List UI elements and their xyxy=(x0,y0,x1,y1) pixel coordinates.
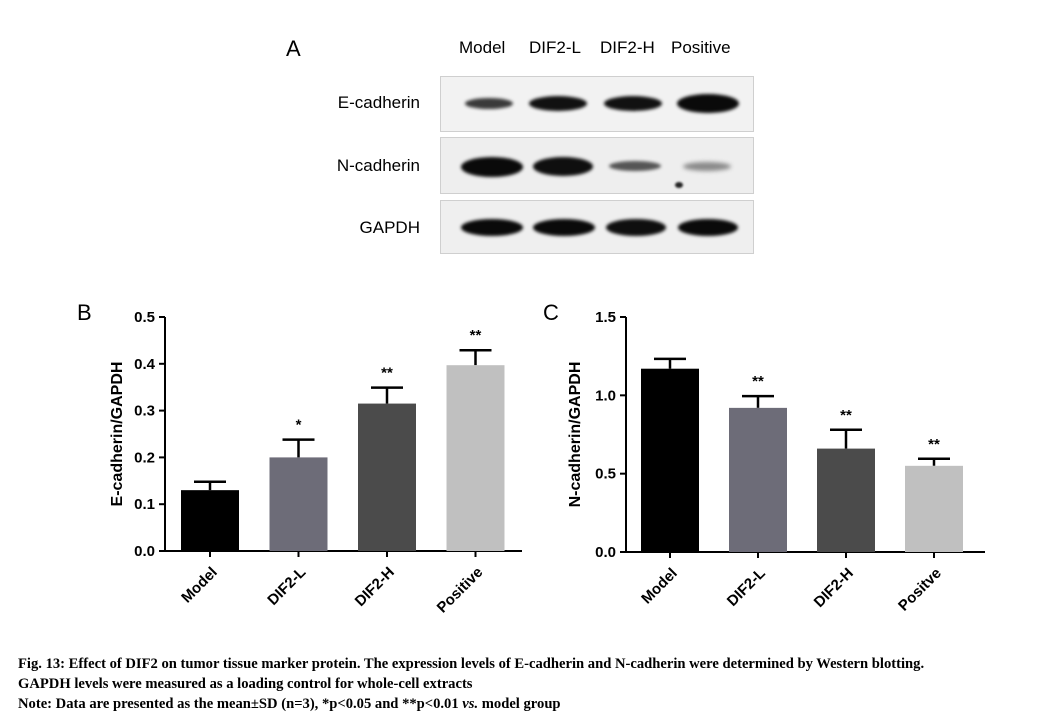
significance-label: ** xyxy=(470,327,482,344)
row-label-n-cadherin: N-cadherin xyxy=(336,156,420,175)
blot-strip-gapdh xyxy=(440,200,754,254)
bar-model xyxy=(641,368,699,552)
bar-dif2-h xyxy=(817,448,875,552)
y-tick-label: 0.5 xyxy=(134,309,155,326)
significance-label: * xyxy=(296,417,302,434)
band xyxy=(604,96,662,111)
blot-strip-n-cadherin xyxy=(440,137,754,194)
bar-positve xyxy=(905,465,963,552)
x-tick-label: Positve xyxy=(895,565,945,615)
band xyxy=(461,157,523,177)
band xyxy=(678,219,738,236)
band xyxy=(461,219,523,236)
caption-line-3: Note: Data are presented as the mean±SD … xyxy=(18,694,1048,714)
x-tick-label: DIF2-H xyxy=(811,565,857,611)
panel-a-letter: A xyxy=(286,36,301,61)
panel-c-letter: C xyxy=(543,300,559,325)
caption-note-end: model group xyxy=(478,696,561,712)
y-tick-label: 0.5 xyxy=(595,466,616,483)
band xyxy=(465,98,513,109)
lane-label-positive: Positive xyxy=(671,38,731,57)
y-tick-label: 0.4 xyxy=(134,356,156,373)
blot-speck xyxy=(675,182,683,188)
y-axis-title: N-cadherin/GAPDH xyxy=(567,362,584,508)
figure-caption: Fig. 13: Effect of DIF2 on tumor tissue … xyxy=(18,654,1048,714)
caption-note: Note: Data are presented as the mean±SD … xyxy=(18,696,463,712)
x-tick-label: Model xyxy=(638,565,681,608)
y-tick-label: 0.0 xyxy=(595,544,616,561)
bar-dif2-l xyxy=(729,407,787,552)
x-tick-label: DIF2-L xyxy=(724,565,769,610)
y-tick-label: 0.0 xyxy=(134,543,155,560)
row-label-gapdh: GAPDH xyxy=(359,218,420,237)
caption-line-2: GAPDH levels were measured as a loading … xyxy=(18,676,473,692)
band xyxy=(529,96,587,111)
bar-dif2-h xyxy=(358,403,416,551)
band xyxy=(683,162,731,171)
band xyxy=(609,161,661,171)
bar-model xyxy=(181,490,239,551)
y-tick-label: 1.5 xyxy=(595,309,616,326)
y-tick-label: 1.0 xyxy=(595,387,616,404)
y-tick-label: 0.3 xyxy=(134,403,155,420)
y-tick-label: 0.1 xyxy=(134,496,155,513)
blot-strip-e-cadherin xyxy=(440,76,754,132)
significance-label: ** xyxy=(752,373,764,390)
panel-b-letter: B xyxy=(77,300,92,325)
lane-label-dif2-h: DIF2-H xyxy=(600,38,655,57)
band xyxy=(606,219,666,236)
lane-label-dif2-l: DIF2-L xyxy=(529,38,581,57)
significance-label: ** xyxy=(928,436,940,453)
band xyxy=(677,94,739,113)
bar-dif2-l xyxy=(269,457,328,551)
y-axis-title: E-cadherin/GAPDH xyxy=(109,362,126,507)
band xyxy=(533,157,593,176)
caption-line-1: Fig. 13: Effect of DIF2 on tumor tissue … xyxy=(18,656,925,672)
significance-label: ** xyxy=(840,407,852,424)
band xyxy=(533,219,595,236)
lane-label-model: Model xyxy=(459,38,506,57)
caption-vs: vs. xyxy=(462,696,479,712)
significance-label: ** xyxy=(381,365,393,382)
row-label-e-cadherin: E-cadherin xyxy=(337,93,420,112)
bar-positive xyxy=(446,365,505,551)
y-tick-label: 0.2 xyxy=(134,449,155,466)
